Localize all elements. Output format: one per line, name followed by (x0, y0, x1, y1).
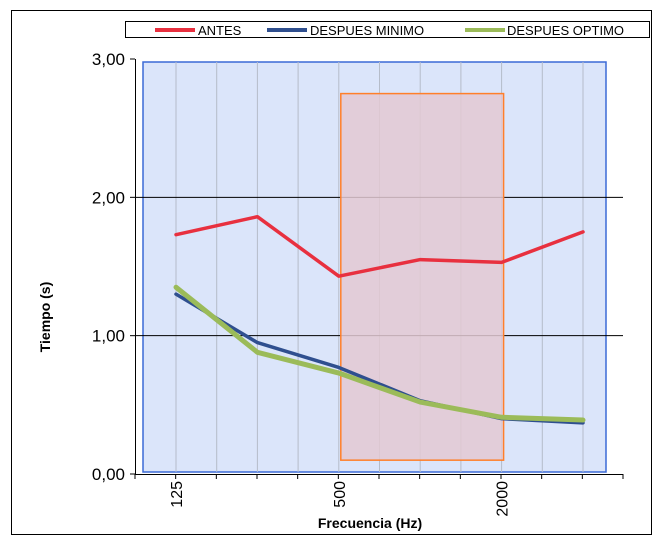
highlight-region (340, 92, 505, 461)
y-axis-title: Tiempo (s) (37, 282, 53, 353)
legend-label-despues-minimo: DESPUES MINIMO (310, 23, 424, 38)
y-tick-label: 3,00 (92, 50, 125, 69)
x-axis-ticks: 125 500 2000 (134, 474, 624, 517)
legend-label-antes: ANTES (198, 23, 242, 38)
x-tick-label: 125 (169, 481, 186, 508)
legend-box (125, 21, 650, 38)
y-tick-label: 1,00 (92, 327, 125, 346)
series-lines (173, 214, 586, 425)
y-axis-ticks: 0,00 1,00 2,00 3,00 (92, 50, 135, 484)
x-axis-title: Frecuencia (Hz) (318, 515, 422, 531)
legend-item-antes: ANTES (155, 23, 242, 38)
y-tick-label: 0,00 (92, 465, 125, 484)
legend-item-despues-minimo: DESPUES MINIMO (267, 23, 424, 38)
highlight-rect (340, 92, 505, 461)
legend-item-despues-optimo: DESPUES OPTIMO (465, 23, 624, 38)
y-tick-label: 2,00 (92, 188, 125, 207)
legend: ANTES DESPUES MINIMO DESPUES OPTIMO (125, 21, 650, 38)
legend-label-despues-optimo: DESPUES OPTIMO (507, 23, 624, 38)
x-tick-label: 2000 (495, 481, 512, 517)
series-line-antes (174, 214, 585, 278)
series-line-despues-optimo (173, 284, 586, 423)
x-tick-label: 500 (332, 481, 349, 508)
